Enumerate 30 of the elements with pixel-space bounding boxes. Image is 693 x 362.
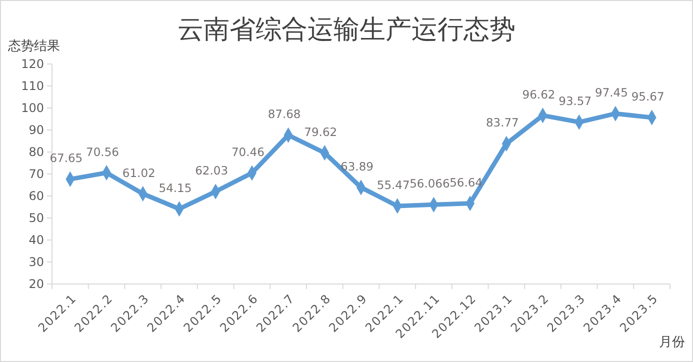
data-label: 93.57 xyxy=(558,94,592,108)
data-label: 56.066 xyxy=(410,176,450,191)
y-tick-label: 120 xyxy=(21,57,44,72)
data-label: 79.62 xyxy=(304,124,338,139)
data-label: 63.89 xyxy=(340,159,374,174)
y-tick-label: 100 xyxy=(21,101,44,116)
y-tick-label: 30 xyxy=(28,255,44,270)
data-label: 54.15 xyxy=(158,180,192,195)
chart-title: 云南省综合运输生产运行态势 xyxy=(178,15,516,45)
data-label: 67.65 xyxy=(50,151,83,166)
y-tick-label: 90 xyxy=(28,123,44,138)
data-label: 70.46 xyxy=(231,144,264,159)
data-label: 87.68 xyxy=(268,107,301,122)
y-tick-label: 80 xyxy=(28,145,44,160)
data-label: 61.02 xyxy=(122,166,156,180)
data-label: 97.45 xyxy=(595,86,628,100)
y-tick-label: 70 xyxy=(28,167,44,182)
y-axis-title: 态势结果 xyxy=(7,39,60,54)
data-label: 95.67 xyxy=(631,90,664,104)
data-label: 70.56 xyxy=(86,144,119,159)
data-label: 83.77 xyxy=(486,116,519,130)
y-tick-label: 40 xyxy=(28,233,44,248)
data-label: 55.47 xyxy=(376,178,410,192)
y-tick-label: 110 xyxy=(21,79,44,94)
x-axis-title: 月份 xyxy=(659,335,685,350)
data-label: 62.03 xyxy=(195,164,228,178)
data-label: 96.62 xyxy=(522,87,556,102)
y-tick-label: 20 xyxy=(28,277,44,292)
y-tick-label: 60 xyxy=(28,189,44,204)
y-tick-label: 50 xyxy=(28,211,44,226)
